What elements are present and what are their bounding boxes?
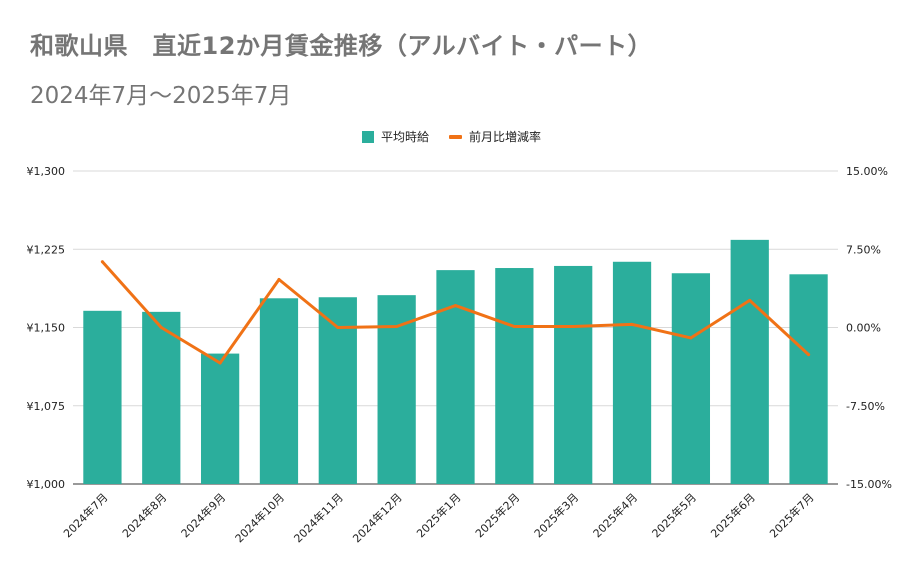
line-point: [571, 324, 575, 328]
bar: [200, 353, 240, 484]
x-tick-label: 2025年2月: [472, 490, 522, 540]
legend-label-bar: 平均時給: [381, 130, 430, 144]
legend: 平均時給 前月比増減率: [362, 128, 561, 145]
line-point: [630, 322, 634, 326]
chart-subtitle: 2024年7月～2025年7月: [30, 83, 292, 109]
y-right-tick-label: -7.50%: [846, 400, 885, 413]
line-point: [277, 278, 281, 282]
bar: [730, 239, 769, 484]
line-point: [218, 361, 222, 365]
x-tick-label: 2024年12月: [350, 490, 405, 545]
y-left-tick-label: ¥1,000: [27, 478, 66, 491]
y-left-tick-label: ¥1,225: [27, 243, 66, 256]
line-point: [807, 353, 811, 357]
bar: [377, 295, 416, 484]
x-tick-label: 2025年4月: [590, 490, 640, 540]
y-right-tick-label: 7.50%: [846, 243, 881, 256]
x-tick-label: 2024年7月: [60, 490, 110, 540]
line-point: [395, 324, 399, 328]
line-point: [689, 336, 693, 340]
y-right-tick-label: 0.00%: [846, 322, 881, 335]
x-tick-label: 2025年7月: [766, 490, 816, 540]
bar: [83, 310, 122, 484]
y-left-tick-label: ¥1,075: [27, 400, 66, 413]
x-tick-label: 2024年9月: [178, 490, 228, 540]
line-point: [512, 324, 516, 328]
legend-label-line: 前月比増減率: [469, 130, 542, 144]
line-point: [336, 326, 340, 329]
bar: [495, 268, 534, 484]
legend-item-line: 前月比増減率: [449, 128, 541, 145]
bar: [554, 265, 593, 484]
x-tick-label: 2025年6月: [708, 490, 758, 540]
bar: [436, 270, 475, 484]
x-tick-label: 2024年11月: [291, 490, 346, 545]
x-tick-label: 2025年1月: [413, 490, 463, 540]
chart-title: 和歌山県 直近12か月賃金推移（アルバイト・パート）: [30, 32, 653, 60]
x-tick-label: 2024年10月: [232, 490, 287, 545]
x-tick-label: 2025年5月: [649, 490, 699, 540]
bar: [612, 261, 652, 484]
line-point: [100, 260, 104, 264]
line-point: [748, 298, 752, 302]
legend-item-bar: 平均時給: [362, 128, 429, 145]
y-left-tick-label: ¥1,150: [27, 322, 66, 335]
legend-swatch-line: [449, 134, 463, 139]
y-right-tick-label: 15.00%: [846, 165, 888, 178]
x-tick-label: 2024年8月: [119, 490, 169, 540]
line-point: [159, 326, 163, 329]
bar: [142, 311, 181, 484]
bar: [318, 297, 357, 484]
y-left-tick-label: ¥1,300: [27, 165, 66, 178]
x-tick-label: 2025年3月: [531, 490, 581, 540]
bar: [789, 274, 828, 484]
line-point: [454, 304, 457, 308]
bar: [671, 273, 711, 484]
legend-swatch-bar: [362, 130, 374, 143]
bar: [259, 298, 299, 484]
y-right-tick-label: -15.00%: [846, 478, 892, 491]
